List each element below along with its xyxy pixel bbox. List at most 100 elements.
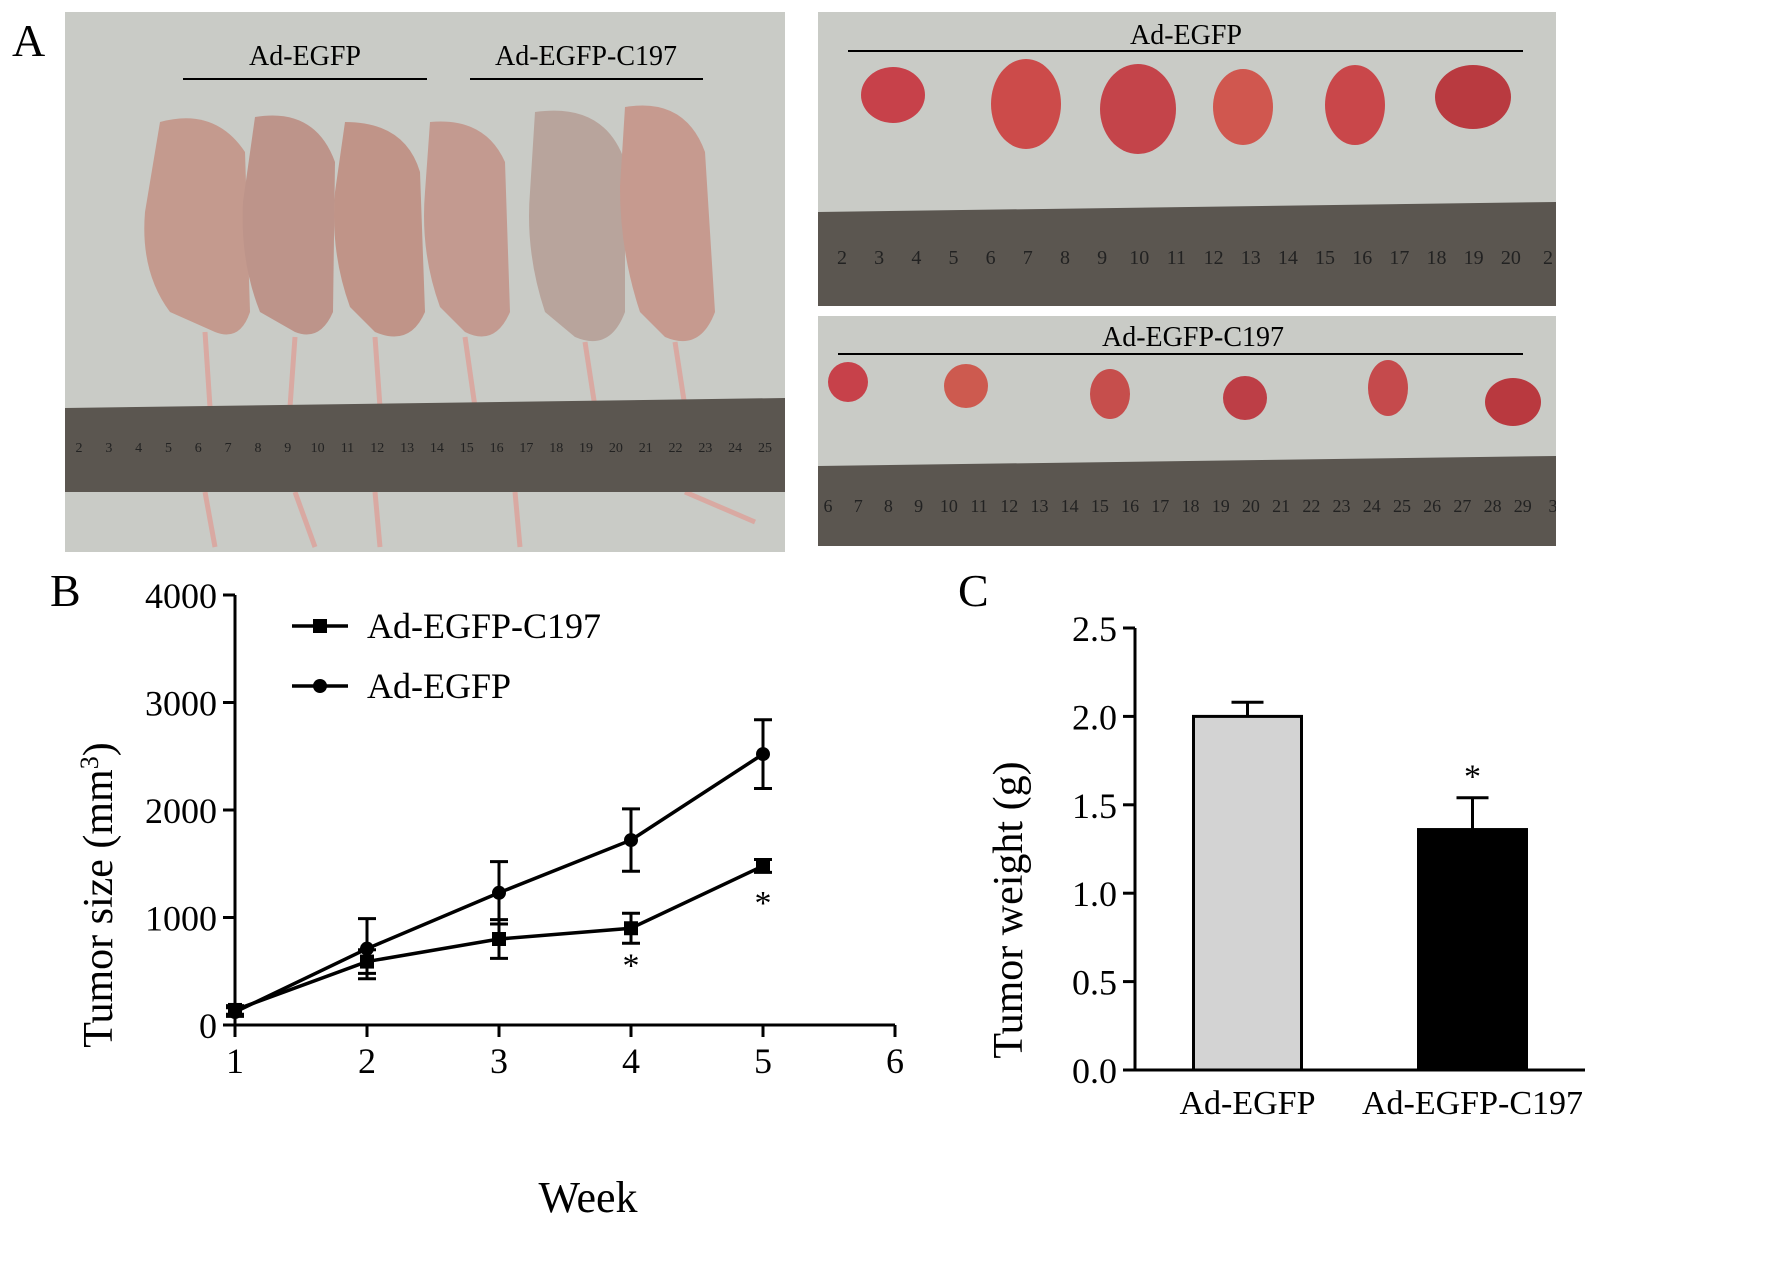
ruler-number-12: 18 [1182,496,1200,516]
mouse-group [144,105,715,342]
y-tick-label: 4000 [145,580,217,616]
ruler-number-15: 21 [1272,496,1290,516]
y-axis-label: Tumor weight (g) [986,761,1032,1058]
ruler [65,398,785,492]
ruler-number-12: 14 [430,441,444,456]
significance-star: * [1464,759,1481,796]
ruler-number-4: 6 [986,247,996,269]
ruler-number-2: 4 [135,441,142,456]
bar-1 [1417,828,1528,1072]
ruler-number-17: 19 [579,441,593,456]
point-circle [624,833,638,848]
ruler-number-15: 17 [519,441,533,456]
ruler-number-11: 17 [1151,496,1169,516]
legend-label: Ad-EGFP [367,666,511,706]
ruler-number-2: 4 [911,247,921,269]
y-tick-label: 2.5 [1072,609,1117,649]
legend-label: Ad-EGFP-C197 [367,606,601,646]
y-tick-label: 0.0 [1072,1051,1117,1091]
ruler-number-19: 2 [1543,247,1553,269]
ruler-number-0: 6 [824,496,833,516]
ruler-number-14: 16 [1352,247,1372,269]
ruler-number-7: 9 [284,441,291,456]
ruler-number-21: 23 [698,441,712,456]
ruler-number-16: 22 [1302,496,1320,516]
point-square [756,858,770,873]
ruler-number-6: 12 [1000,496,1018,516]
ruler-number-1: 3 [874,247,884,269]
ruler-number-19: 21 [639,441,653,456]
ruler-number-2: 8 [884,496,893,516]
group-label: Ad-EGFP-C197 [1102,322,1284,353]
ruler-number-6: 8 [1060,247,1070,269]
x-tick-label: 2 [358,1041,376,1081]
x-axis-label: Week [538,1173,637,1222]
y-tick-label: 2000 [145,791,217,831]
point-circle [492,885,506,900]
ruler-numbers: 6 7 8 9 10 11 12 13 14 15 16 17 18 19 20 21 22 23 24 25 26 27… [824,496,1557,516]
ruler-number-9: 11 [1167,247,1186,269]
ruler-number-20: 22 [669,441,683,456]
x-tick-label: 1 [226,1041,244,1081]
ruler-number-1: 7 [854,496,863,516]
ruler-number-3: 5 [165,441,172,456]
ruler-number-18: 20 [1501,247,1521,269]
ruler-number-8: 10 [1129,247,1149,269]
ruler-number-21: 27 [1453,496,1471,516]
ruler-number-24: 3 [1549,496,1557,516]
ruler-number-3: 9 [914,496,923,516]
ruler-number-7: 9 [1097,247,1107,269]
panel-label-c: C [958,565,989,616]
tumor-samples [861,59,1511,154]
y-tick-label: 1.5 [1072,786,1117,826]
panel-label-b: B [50,565,81,616]
ruler-number-9: 11 [341,441,354,456]
ruler-number-16: 18 [549,441,563,456]
ruler-number-5: 7 [225,441,232,456]
ruler-number-22: 28 [1484,496,1502,516]
ruler-number-9: 15 [1091,496,1109,516]
ruler-numbers: 2 3 4 5 6 7 8 9 10 11 12 13 14 15 16 17 18 19 20 2 [837,247,1553,269]
ruler-number-20: 26 [1423,496,1441,516]
ruler-number-10: 16 [1121,496,1139,516]
x-tick-label: 6 [886,1041,904,1081]
group-label: Ad-EGFP [1130,20,1242,51]
ruler-number-17: 19 [1464,247,1484,269]
ruler [818,202,1556,306]
ruler-number-17: 23 [1333,496,1351,516]
ruler-number-13: 19 [1212,496,1230,516]
ruler-number-22: 24 [728,441,742,456]
y-tick-label: 1000 [145,899,217,939]
ruler-number-4: 6 [195,441,202,456]
ruler-number-13: 15 [1315,247,1335,269]
ruler-number-15: 17 [1389,247,1409,269]
ruler-number-11: 13 [1241,247,1261,269]
ruler-number-1: 3 [105,441,112,456]
ruler-number-10: 12 [370,441,384,456]
ruler-number-14: 20 [1242,496,1260,516]
y-tick-label: 0.5 [1072,963,1117,1003]
ruler-numbers: 2 3 4 5 6 7 8 9 10 11 12 13 14 15 16 17 18 19 20 21 22 23 24 25 [76,441,773,456]
y-tick-label: 1.0 [1072,874,1117,914]
ruler-number-10: 12 [1204,247,1224,269]
x-tick-label: 3 [490,1041,508,1081]
ruler-number-23: 29 [1514,496,1532,516]
bar-0 [1192,714,1303,1072]
point-square [492,932,506,946]
tumor-size-line-chart: Tumor size (mm3) Week 0 1000 2000 3000 4000 1… [70,576,950,1270]
mice-photo: Ad-EGFP Ad-EGFP-C197 2 3 4 5 6 7 8 9 10 11 12 13 14 1… [65,12,785,552]
tumor-samples [828,360,1541,426]
ruler-number-16: 18 [1427,247,1447,269]
ruler-number-12: 14 [1278,247,1298,269]
ruler-number-13: 15 [460,441,474,456]
x-tick-label: Ad-EGFP-C197 [1362,1085,1583,1122]
y-tick-label: 3000 [145,684,217,724]
x-tick-label: Ad-EGFP [1179,1085,1315,1122]
tumors-ad-egfp-photo: Ad-EGFP 2 3 4 5 6 7 8 9 10 11 12 13 14 15 16 17 18 19 20 2 [818,12,1556,306]
point-circle [228,1005,242,1020]
ruler-number-5: 7 [1023,247,1033,269]
point-circle [756,747,770,762]
y-tick-label: 2.0 [1072,697,1117,737]
ruler-number-23: 25 [758,441,772,456]
ruler-number-5: 11 [970,496,987,516]
